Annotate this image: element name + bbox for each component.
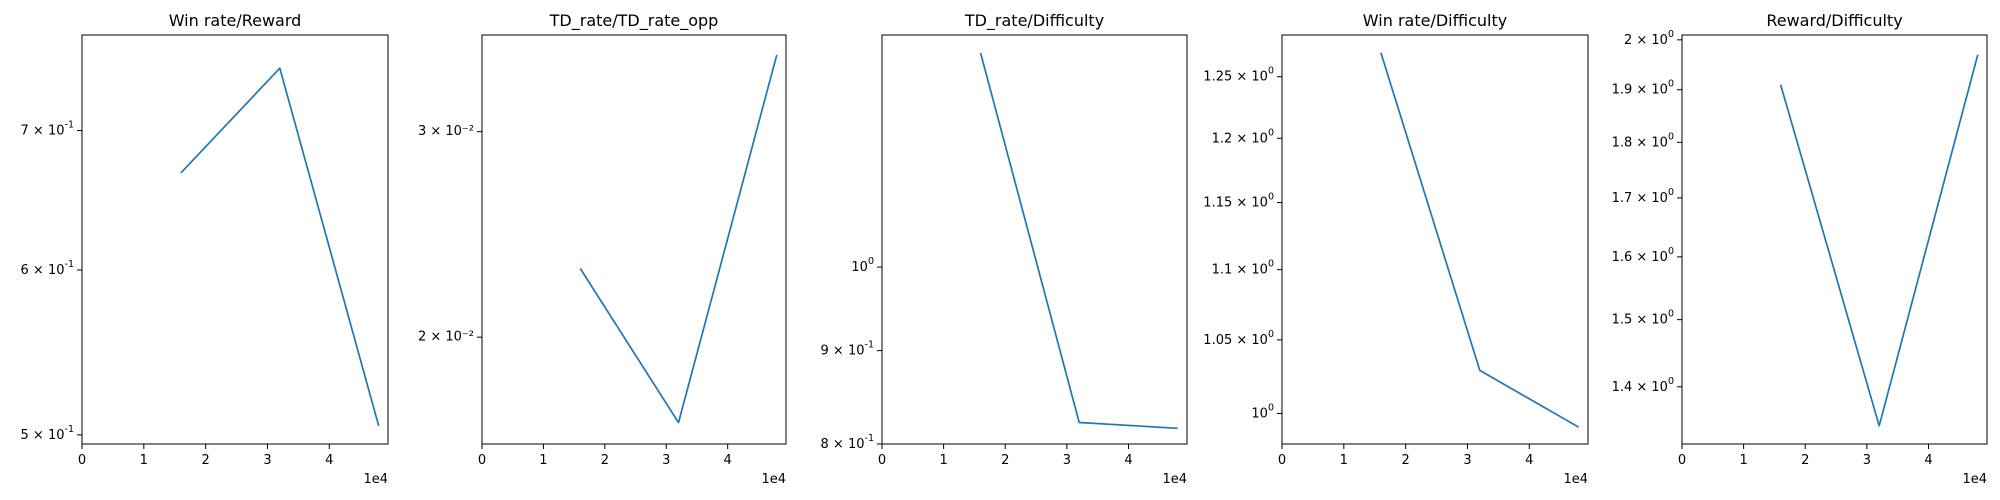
series-line — [180, 67, 380, 427]
axes-frame — [81, 34, 389, 445]
x-tick-label: 1 — [140, 453, 148, 468]
subplot-win-rate-difficulty: Win rate/Difficulty 0 1 2 3 4 1e4 100 1.05 × 10… — [1203, 11, 1589, 487]
x-tick-label: 1 — [1739, 453, 1747, 468]
x-tick-label: 1 — [1340, 453, 1348, 468]
x-tick-label: 3 — [263, 453, 271, 468]
y-tick-label: 100 — [1251, 402, 1274, 421]
subplot-title: TD_rate/TD_rate_opp — [549, 11, 719, 31]
y-tick-label: 1.1 × 100 — [1212, 258, 1274, 277]
series-line — [1380, 52, 1580, 428]
y-tick-label: 1.6 × 100 — [1612, 245, 1674, 264]
y-tick-label: 1.9 × 100 — [1612, 78, 1674, 97]
x-tick-label: 2 — [1801, 453, 1809, 468]
axes-frame — [1681, 34, 1988, 445]
subplot-win-rate-reward: Win rate/Reward 0 1 2 3 4 1e4 5 × 10-1 6 × 10-1… — [21, 11, 389, 487]
subplot-title: Win rate/Difficulty — [1363, 11, 1507, 30]
y-tick-label: 1.5 × 100 — [1612, 308, 1674, 327]
x-offset-label: 1e4 — [1563, 472, 1588, 487]
x-tick-label: 0 — [1678, 453, 1686, 468]
x-tick-label: 4 — [1924, 453, 1932, 468]
series-line — [979, 52, 1178, 430]
x-tick-label: 3 — [662, 453, 670, 468]
x-tick-label: 3 — [1063, 453, 1071, 468]
subplot-td-rate-difficulty: TD_rate/Difficulty 0 1 2 3 4 1e4 8 × 10-1 9 × 1… — [821, 11, 1188, 487]
x-offset-label: 1e4 — [761, 472, 786, 487]
x-tick-label: 0 — [878, 453, 886, 468]
subplot-title: Reward/Difficulty — [1766, 11, 1902, 30]
x-tick-label: 0 — [78, 453, 86, 468]
y-tick-label: 5 × 10-1 — [21, 423, 74, 442]
axes-frame — [881, 34, 1188, 445]
x-offset-label: 1e4 — [1962, 472, 1987, 487]
x-offset-label: 1e4 — [363, 472, 388, 487]
y-tick-label: 1.15 × 100 — [1203, 191, 1274, 210]
x-tick-label: 4 — [1525, 453, 1533, 468]
y-tick-label: 6 × 10-1 — [21, 258, 74, 277]
x-tick-label: 1 — [539, 453, 547, 468]
x-tick-label: 0 — [1278, 453, 1286, 468]
x-tick-label: 1 — [939, 453, 947, 468]
series-line — [1779, 54, 1979, 427]
x-tick-label: 4 — [1124, 453, 1132, 468]
y-tick-label: 9 × 10-1 — [821, 339, 874, 358]
x-tick-label: 2 — [1001, 453, 1009, 468]
y-tick-label: 1.2 × 100 — [1212, 127, 1274, 146]
y-tick-label: 8 × 10-1 — [821, 433, 874, 452]
x-tick-label: 2 — [201, 453, 209, 468]
subplot-title: TD_rate/Difficulty — [964, 11, 1104, 31]
x-tick-label: 2 — [601, 453, 609, 468]
subplot-title: Win rate/Reward — [169, 11, 302, 30]
axes-frame — [1281, 34, 1589, 445]
series-line — [579, 54, 778, 424]
y-tick-label: 100 — [851, 256, 874, 275]
y-tick-label: 2 × 100 — [1624, 28, 1674, 47]
y-tick-label: 1.05 × 100 — [1203, 328, 1274, 347]
y-tick-label: 1.4 × 100 — [1612, 375, 1674, 394]
subplot-td-rate-opp: TD_rate/TD_rate_opp 0 1 2 3 4 1e4 2 × 10⁻² 3 × … — [418, 11, 787, 487]
y-tick-label: 1.7 × 100 — [1612, 186, 1674, 205]
y-tick-label: 1.25 × 100 — [1203, 65, 1274, 84]
x-tick-label: 0 — [478, 453, 486, 468]
x-tick-label: 4 — [325, 453, 333, 468]
axes-frame — [481, 34, 787, 445]
subplot-reward-difficulty: Reward/Difficulty 0 1 2 3 4 1e4 1.4 × 100 1.5 ×… — [1612, 11, 1988, 487]
x-tick-label: 2 — [1401, 453, 1409, 468]
x-offset-label: 1e4 — [1162, 472, 1187, 487]
y-tick-label: 2 × 10⁻² — [418, 330, 474, 345]
y-tick-label: 7 × 10-1 — [21, 119, 74, 138]
x-tick-label: 3 — [1863, 453, 1871, 468]
x-tick-label: 3 — [1463, 453, 1471, 468]
y-tick-label: 3 × 10⁻² — [418, 124, 474, 139]
x-tick-label: 4 — [724, 453, 732, 468]
y-tick-label: 1.8 × 100 — [1612, 131, 1674, 150]
